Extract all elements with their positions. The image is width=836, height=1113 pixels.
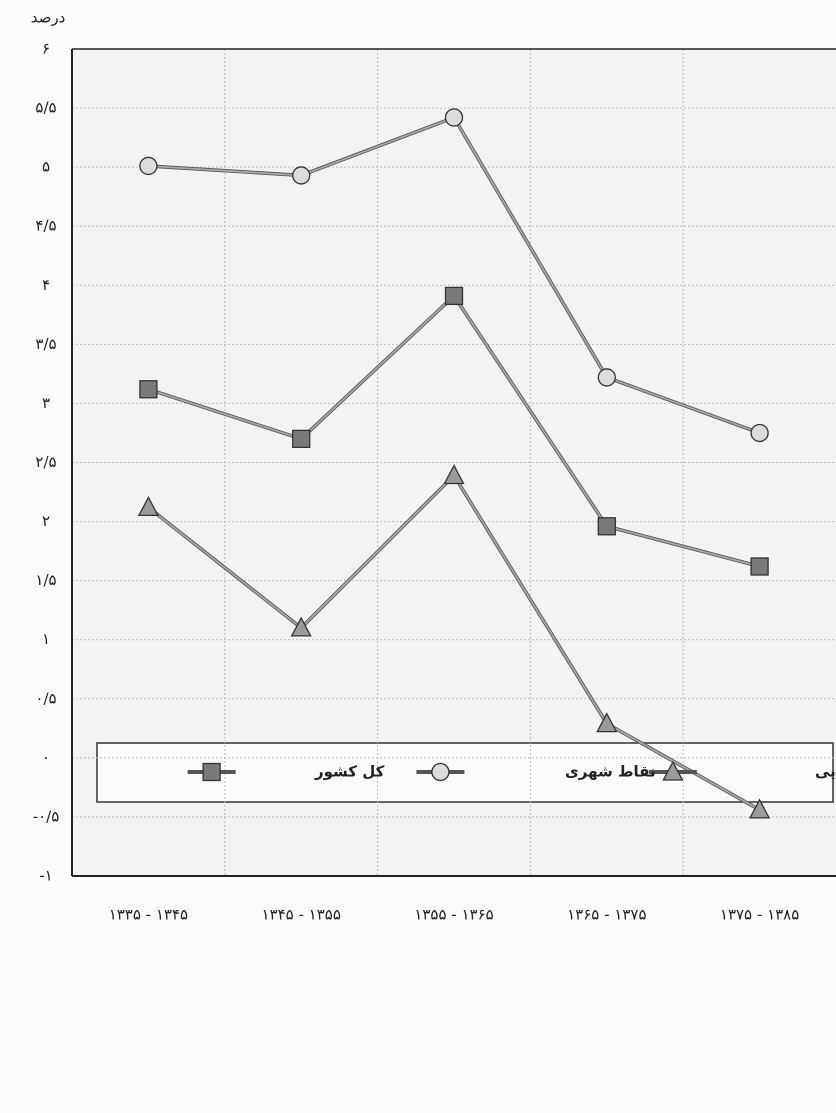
y-tick-label: ۵/۵ <box>35 99 56 117</box>
x-tick-label: ۱۳۳۵ - ۱۳۴۵ <box>109 906 188 924</box>
y-axis-label: درصد <box>31 9 66 27</box>
data-point <box>137 496 159 517</box>
data-point <box>750 557 769 576</box>
data-point <box>292 166 311 185</box>
legend-marker <box>662 760 684 781</box>
x-tick-label: ۱۳۶۵ - ۱۳۷۵ <box>567 906 646 924</box>
y-tick-label: ۵ <box>42 158 50 176</box>
x-tick-label: ۱۳۷۵ - ۱۳۸۵ <box>720 906 799 924</box>
y-tick-label: ۰ <box>42 748 50 766</box>
y-tick-label: ۳ <box>42 394 50 412</box>
data-point <box>597 517 616 536</box>
y-tick-label: ۲ <box>42 512 50 530</box>
legend-marker <box>202 762 221 782</box>
legend-marker <box>431 762 450 782</box>
data-point <box>750 423 769 443</box>
legend-label: نقاط روستایی <box>815 763 836 781</box>
data-point <box>443 464 465 485</box>
y-tick-label: ۴ <box>42 276 50 294</box>
legend-label: کل کشور <box>314 763 385 781</box>
data-point <box>596 712 618 733</box>
y-tick-label: -۰/۵ <box>33 807 60 825</box>
data-point <box>290 616 312 637</box>
data-point <box>139 380 158 399</box>
y-tick-label: ۰/۵ <box>35 689 56 707</box>
data-point <box>444 108 464 127</box>
y-tick-label: ۱/۵ <box>35 571 56 589</box>
legend-label: نقاط شهری <box>565 763 656 781</box>
y-tick-label: ۳/۵ <box>35 335 56 353</box>
data-point <box>597 368 616 387</box>
data-point <box>749 798 771 819</box>
data-point <box>139 156 158 176</box>
y-tick-label: ۴/۵ <box>35 217 56 235</box>
data-point <box>292 429 311 449</box>
y-tick-label: ۶ <box>42 40 50 58</box>
y-tick-label: -۱ <box>39 867 52 885</box>
y-tick-label: ۲/۵ <box>35 453 56 471</box>
x-tick-label: ۱۳۴۵ - ۱۳۵۵ <box>261 906 340 924</box>
y-tick-label: ۱ <box>42 630 50 648</box>
x-tick-label: ۱۳۵۵ - ۱۳۶۵ <box>414 906 493 924</box>
data-point <box>444 286 464 306</box>
